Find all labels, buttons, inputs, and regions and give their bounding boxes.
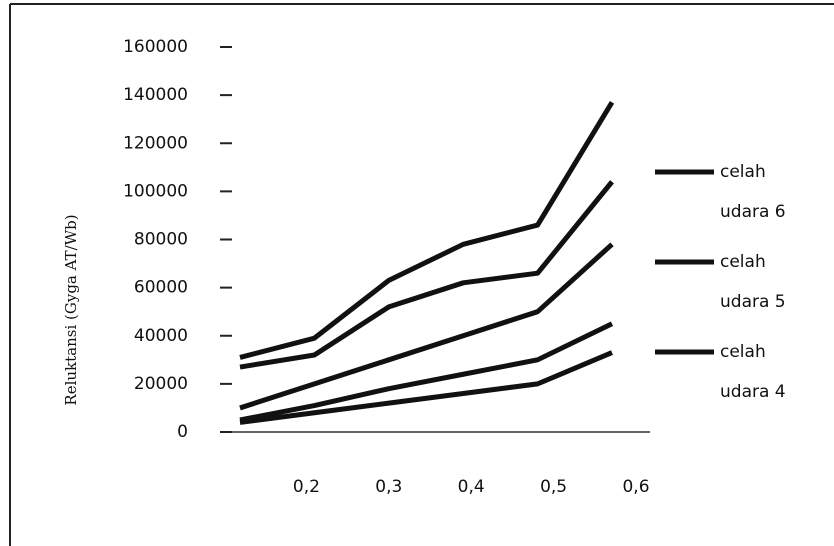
page: Reluktansi (Gyga AT/Wb) 0 20000 40000 60000… xyxy=(0,0,834,546)
legend-label: celah udara 4 xyxy=(720,332,810,412)
y-tick-label: 60000 xyxy=(134,278,188,298)
y-axis-label: Reluktansi (Gyga AT/Wb) xyxy=(62,214,80,405)
x-tick-label: 0,5 xyxy=(540,477,567,497)
x-tick-label: 0,2 xyxy=(293,477,320,497)
y-tick-label: 80000 xyxy=(134,230,188,250)
chart: Reluktansi (Gyga AT/Wb) 0 20000 40000 60000… xyxy=(0,0,834,546)
x-tick-label: 0,4 xyxy=(458,477,485,497)
y-tick-label: 20000 xyxy=(134,374,188,394)
y-tick-label: 100000 xyxy=(123,181,188,201)
series-line xyxy=(240,324,612,420)
legend-label: celah udara 5 xyxy=(720,242,810,322)
y-tick-label: 40000 xyxy=(134,326,188,346)
y-tick-label: 120000 xyxy=(123,133,188,153)
x-tick-label: 0,3 xyxy=(375,477,402,497)
series-line xyxy=(240,102,612,357)
series-line xyxy=(240,182,612,367)
y-tick-label: 140000 xyxy=(123,85,188,105)
x-tick-label: 0,6 xyxy=(622,477,649,497)
y-tick-label: 160000 xyxy=(123,37,188,57)
legend-label: celah udara 6 xyxy=(720,152,810,232)
y-tick-label: 0 xyxy=(177,422,188,442)
